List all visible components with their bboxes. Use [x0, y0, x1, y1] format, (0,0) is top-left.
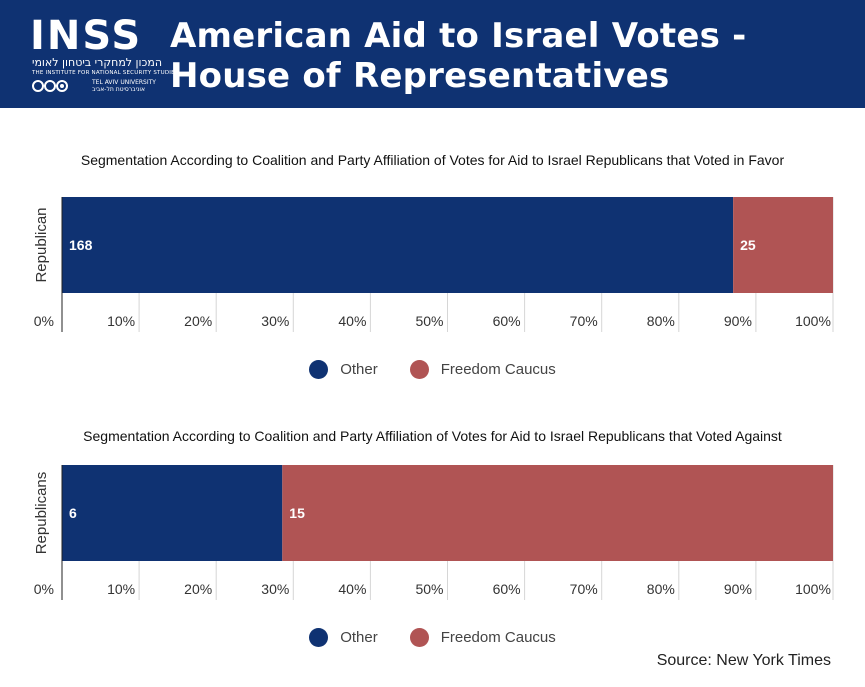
tick-label: 80% [647, 313, 675, 329]
bar-segment-freedom-caucus [733, 197, 833, 293]
tick-label: 70% [570, 313, 598, 329]
data-label-freedom-caucus: 15 [289, 505, 305, 521]
tick-label: 50% [415, 313, 443, 329]
bar-segment-other [62, 197, 734, 293]
legend-swatch-freedom-caucus [409, 628, 429, 647]
tick-label: 100% [795, 313, 831, 329]
tick-label: 10% [107, 313, 135, 329]
bar-segment-freedom-caucus [282, 465, 833, 561]
tick-label: 50% [415, 581, 443, 597]
legend-item-freedom-caucus: Freedom Caucus [409, 628, 556, 647]
tick-label: 20% [184, 313, 212, 329]
legend-swatch-freedom-caucus [409, 360, 429, 379]
tick-label: 60% [493, 581, 521, 597]
legend-item-other: Other [309, 360, 378, 379]
inss-logo: INSS המכון למחקרי ביטחון לאומי THE INSTI… [30, 13, 178, 96]
tick-label: 90% [724, 581, 752, 597]
chart-1-plot: 168 25 Republican 0% 10% 20% 30% 40% 50% 60% 70% 80… [33, 197, 834, 332]
data-label-other: 168 [69, 237, 93, 253]
header-banner: INSS המכון למחקרי ביטחון לאומי THE INSTI… [0, 0, 865, 108]
chart-1-title: Segmentation According to Coalition and … [80, 152, 785, 168]
bar-segment-other [62, 465, 283, 561]
page-title-line-2: House of Representatives [170, 56, 670, 96]
tick-label: 40% [338, 581, 366, 597]
logo-subtitle-hebrew: המכון למחקרי ביטחון לאומי [32, 56, 163, 69]
legend-swatch-other [309, 628, 329, 647]
tick-label: 10% [107, 581, 135, 597]
chart-2-legend: Other Freedom Caucus [0, 628, 865, 647]
tick-label: 0% [34, 581, 54, 597]
legend-label-other: Other [340, 361, 378, 378]
tick-label: 80% [647, 581, 675, 597]
logo-circles-icon [32, 80, 68, 92]
category-label: Republican [33, 207, 50, 282]
tick-label: 60% [493, 313, 521, 329]
category-label: Republicans [33, 472, 50, 555]
tick-label: 0% [34, 313, 54, 329]
data-label-other: 6 [69, 505, 77, 521]
data-label-freedom-caucus: 25 [740, 237, 756, 253]
page-title-line-1: American Aid to Israel Votes - [170, 16, 747, 56]
chart-2-title: Segmentation According to Coalition and … [83, 428, 782, 444]
logo-wordmark: INSS [30, 13, 143, 59]
legend-swatch-other [309, 360, 329, 379]
legend-item-freedom-caucus: Freedom Caucus [409, 360, 556, 379]
tick-label: 90% [724, 313, 752, 329]
legend-label-other: Other [340, 629, 378, 646]
tick-label: 40% [338, 313, 366, 329]
tick-label: 20% [184, 581, 212, 597]
page-title: American Aid to Israel Votes - House of … [170, 16, 746, 96]
logo-university: TEL AVIV UNIVERSITY אוניברסיטת תל-אביב [92, 79, 156, 93]
legend-label-freedom-caucus: Freedom Caucus [440, 361, 556, 378]
legend-label-freedom-caucus: Freedom Caucus [440, 629, 556, 646]
tick-label: 100% [795, 581, 831, 597]
logo-subtitle-english: THE INSTITUTE FOR NATIONAL SECURITY STUD… [32, 70, 179, 76]
logo-university-hebrew: אוניברסיטת תל-אביב [92, 86, 146, 93]
legend-item-other: Other [309, 628, 378, 647]
logo-university-english: TEL AVIV UNIVERSITY [92, 79, 156, 86]
chart-2-plot: 6 15 Republicans 0% 10% 20% 30% 40% 50% 60% 70% 80%… [33, 465, 834, 600]
source-note: Source: New York Times [656, 652, 831, 669]
tick-label: 70% [570, 581, 598, 597]
tick-label: 30% [261, 581, 289, 597]
chart-1-legend: Other Freedom Caucus [0, 360, 865, 379]
tick-label: 30% [261, 313, 289, 329]
